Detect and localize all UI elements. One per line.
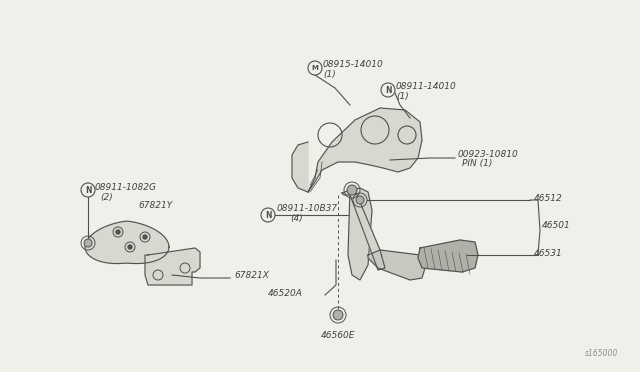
- Circle shape: [308, 61, 322, 75]
- Text: (2): (2): [100, 192, 113, 202]
- Text: 46520A: 46520A: [268, 289, 303, 298]
- Text: (4): (4): [290, 214, 303, 222]
- Text: 46531: 46531: [534, 248, 563, 257]
- Text: 46501: 46501: [542, 221, 571, 230]
- Text: 08911-1082G: 08911-1082G: [95, 183, 157, 192]
- Text: (1): (1): [396, 92, 409, 100]
- Text: 67821X: 67821X: [234, 272, 269, 280]
- Text: PIN (1): PIN (1): [462, 158, 492, 167]
- Polygon shape: [342, 190, 385, 270]
- Polygon shape: [308, 108, 422, 192]
- Circle shape: [116, 230, 120, 234]
- Text: (1): (1): [323, 70, 336, 78]
- Circle shape: [381, 83, 395, 97]
- Circle shape: [356, 196, 364, 204]
- Circle shape: [143, 235, 147, 239]
- Text: 67821Y: 67821Y: [138, 201, 172, 209]
- Text: 08915-14010: 08915-14010: [323, 60, 384, 68]
- Text: 08911-10B37: 08911-10B37: [277, 203, 338, 212]
- Text: 46512: 46512: [534, 193, 563, 202]
- Circle shape: [84, 239, 92, 247]
- Polygon shape: [368, 250, 425, 280]
- Text: s165000: s165000: [585, 349, 618, 358]
- Polygon shape: [348, 188, 372, 280]
- Text: N: N: [385, 86, 391, 94]
- Polygon shape: [85, 221, 169, 264]
- Circle shape: [81, 183, 95, 197]
- Polygon shape: [145, 248, 200, 285]
- Text: M: M: [312, 65, 319, 71]
- Circle shape: [261, 208, 275, 222]
- Text: 08911-14010: 08911-14010: [396, 81, 457, 90]
- Polygon shape: [418, 240, 478, 272]
- Circle shape: [347, 185, 357, 195]
- Polygon shape: [292, 142, 308, 192]
- Circle shape: [128, 245, 132, 249]
- Text: 46560E: 46560E: [321, 330, 355, 340]
- Text: N: N: [265, 211, 271, 219]
- Text: 00923-10810: 00923-10810: [458, 150, 519, 158]
- Text: N: N: [84, 186, 92, 195]
- Circle shape: [333, 310, 343, 320]
